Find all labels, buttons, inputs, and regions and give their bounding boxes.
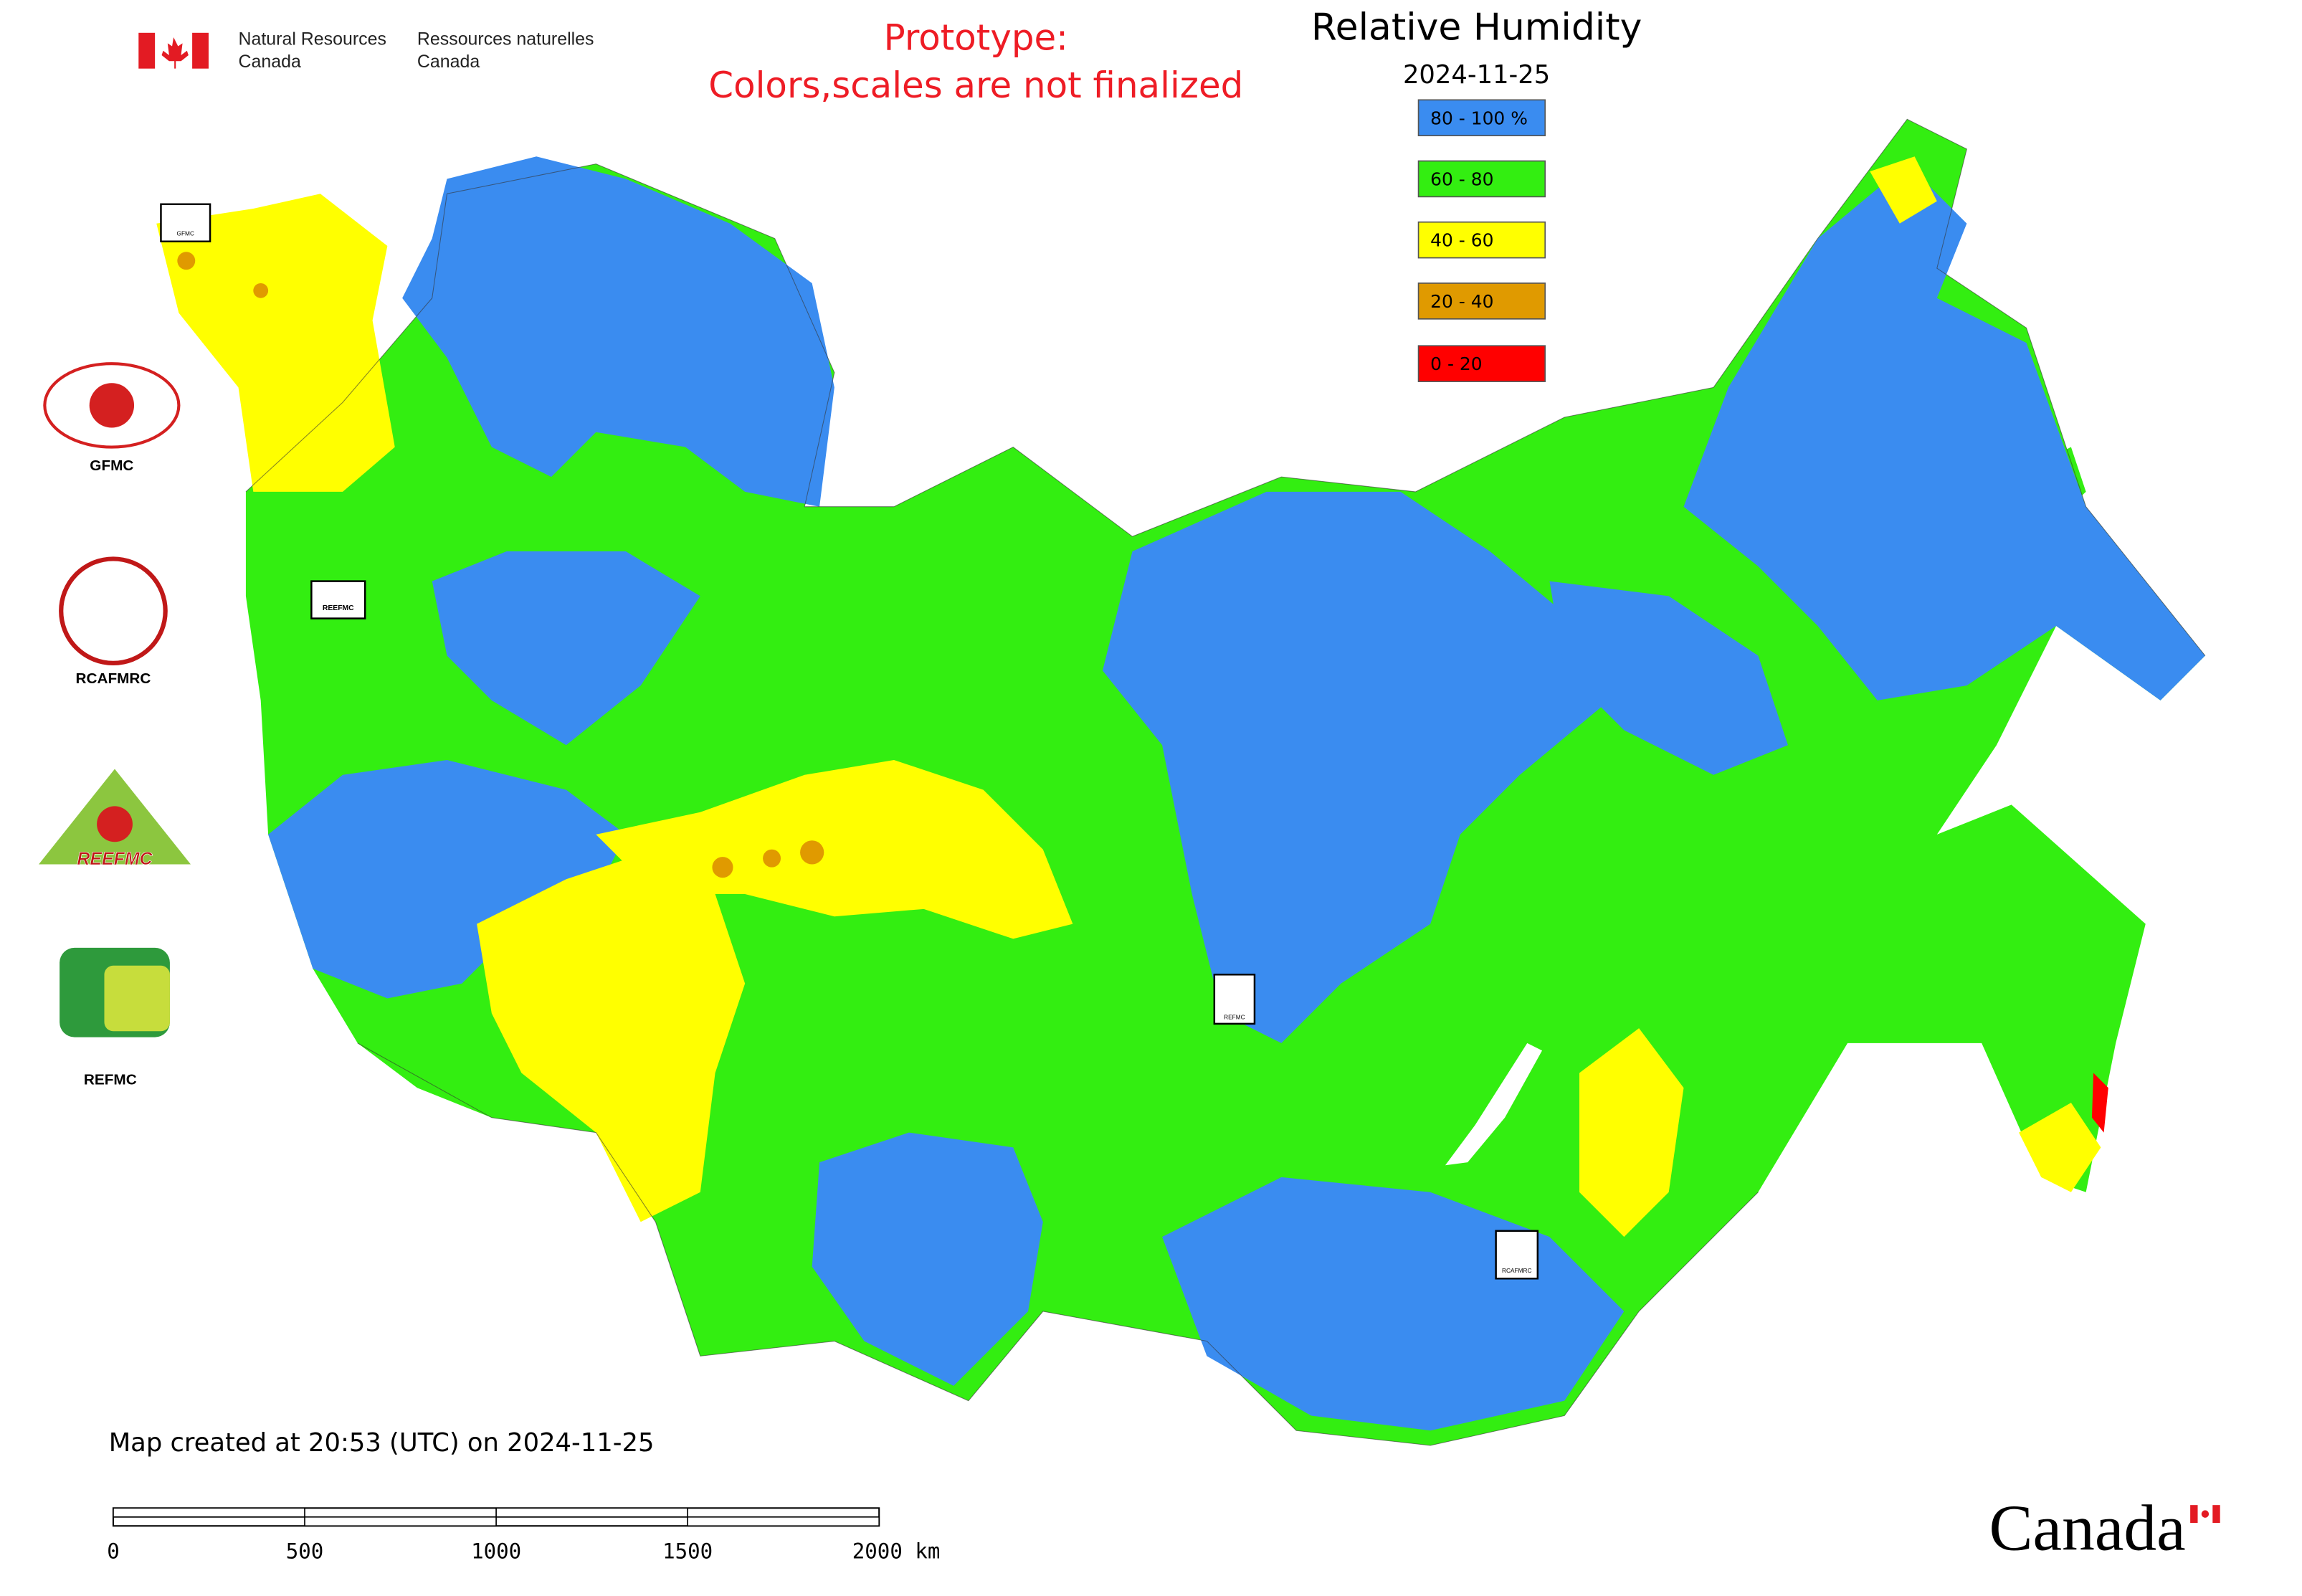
region — [2019, 1103, 2101, 1192]
region — [712, 857, 733, 878]
region — [402, 156, 834, 507]
map — [156, 118, 2206, 1446]
flag-bar — [138, 32, 156, 69]
legend-label: 80 - 100 % — [1430, 108, 1528, 128]
marker-box — [1495, 1230, 1539, 1280]
scale-bar: 0 500 1000 1500 2000 km — [107, 1507, 940, 1564]
legend-label: 20 - 40 — [1430, 291, 1493, 312]
scale-segment — [495, 1507, 688, 1518]
wordmark: Canada — [1989, 1492, 2186, 1564]
region — [1870, 156, 1937, 224]
logo-gfmc — [43, 362, 181, 449]
logo-reefmc — [97, 806, 133, 842]
legend-swatch — [1417, 282, 1546, 320]
footer: Map created at 20:53 (UTC) on 2024-11-25 — [109, 1428, 655, 1458]
region — [812, 1132, 1043, 1386]
logo-label: GFMC — [90, 457, 133, 474]
lake-baikal — [1445, 1042, 1543, 1166]
region — [1102, 491, 1609, 1043]
marker-label: RCAFMRC — [1502, 1267, 1531, 1274]
department-en: Canada — [239, 52, 301, 72]
region — [1579, 1028, 1684, 1238]
wordmark-flag — [2212, 1505, 2220, 1524]
scale-segment — [113, 1507, 305, 1518]
logo-label: REFMC — [84, 1071, 137, 1088]
notice: Colors,scales are not finalized — [708, 65, 1243, 106]
region — [800, 840, 824, 865]
legend-label: 0 - 20 — [1430, 353, 1482, 374]
region — [1549, 581, 1788, 775]
legend: 80 - 100 % 60 - 80 40 - 60 20 - 40 0 - 20 — [1417, 99, 1546, 382]
legend-label: 60 - 80 — [1430, 169, 1493, 190]
scale-label: 1500 — [662, 1539, 713, 1564]
department-en: Natural Resources — [239, 29, 386, 49]
notice: Prototype: — [884, 17, 1068, 59]
border — [245, 118, 2206, 1446]
region — [268, 760, 626, 999]
scale-labels: 0 500 1000 1500 2000 km — [107, 1539, 940, 1564]
scale-label: 2000 km — [852, 1539, 941, 1564]
marker-label: REFMC — [1224, 1014, 1245, 1021]
legend-swatch — [1417, 345, 1546, 382]
scale-label: 1000 — [471, 1539, 521, 1564]
legend-swatch — [1417, 99, 1546, 137]
logo-refmc — [104, 965, 170, 1032]
logos: GFMC RCAFMRC REEFMC REFMC — [39, 362, 191, 1088]
logo-rcafmrc — [59, 556, 168, 666]
logo-label: REEFMC — [77, 849, 153, 869]
scale-label: 0 — [107, 1539, 120, 1564]
logo-label: RCAFMRC — [75, 670, 151, 687]
marker-box — [1213, 974, 1256, 1025]
marker-label: GFMC — [177, 230, 194, 237]
region — [156, 194, 395, 492]
region — [477, 849, 746, 1222]
region — [1683, 163, 2205, 700]
marker-box — [310, 580, 366, 619]
region — [177, 252, 196, 270]
wordmark-flag — [2201, 1510, 2210, 1518]
maple-leaf — [161, 37, 189, 69]
department-fr: Canada — [417, 52, 480, 72]
flag-bar — [192, 32, 209, 69]
marker-box — [160, 203, 211, 242]
scale-label: 500 — [286, 1539, 324, 1564]
region — [596, 760, 1073, 939]
region — [432, 551, 700, 746]
canada-wordmark: Canada — [1989, 1492, 2220, 1564]
map-date: 2024-11-25 — [1403, 60, 1550, 90]
map-title: Relative Humidity — [1311, 6, 1642, 49]
region — [253, 282, 269, 298]
wordmark-flag — [2190, 1505, 2198, 1524]
region — [763, 849, 781, 868]
region — [2091, 1073, 2108, 1133]
map-markers: GFMC REEFMC REFMC RCAFMRC — [160, 203, 1539, 1280]
legend-swatch — [1417, 160, 1546, 198]
logo-gfmc — [89, 383, 135, 428]
department-fr: Ressources naturelles — [417, 29, 594, 49]
scale-segment — [304, 1516, 497, 1527]
marker-label: REEFMC — [323, 604, 354, 612]
scale-segment — [687, 1516, 880, 1527]
header: Natural Resources Canada Ressources natu… — [138, 29, 594, 72]
legend-label: 40 - 60 — [1430, 230, 1493, 251]
legend-swatch — [1417, 221, 1546, 259]
